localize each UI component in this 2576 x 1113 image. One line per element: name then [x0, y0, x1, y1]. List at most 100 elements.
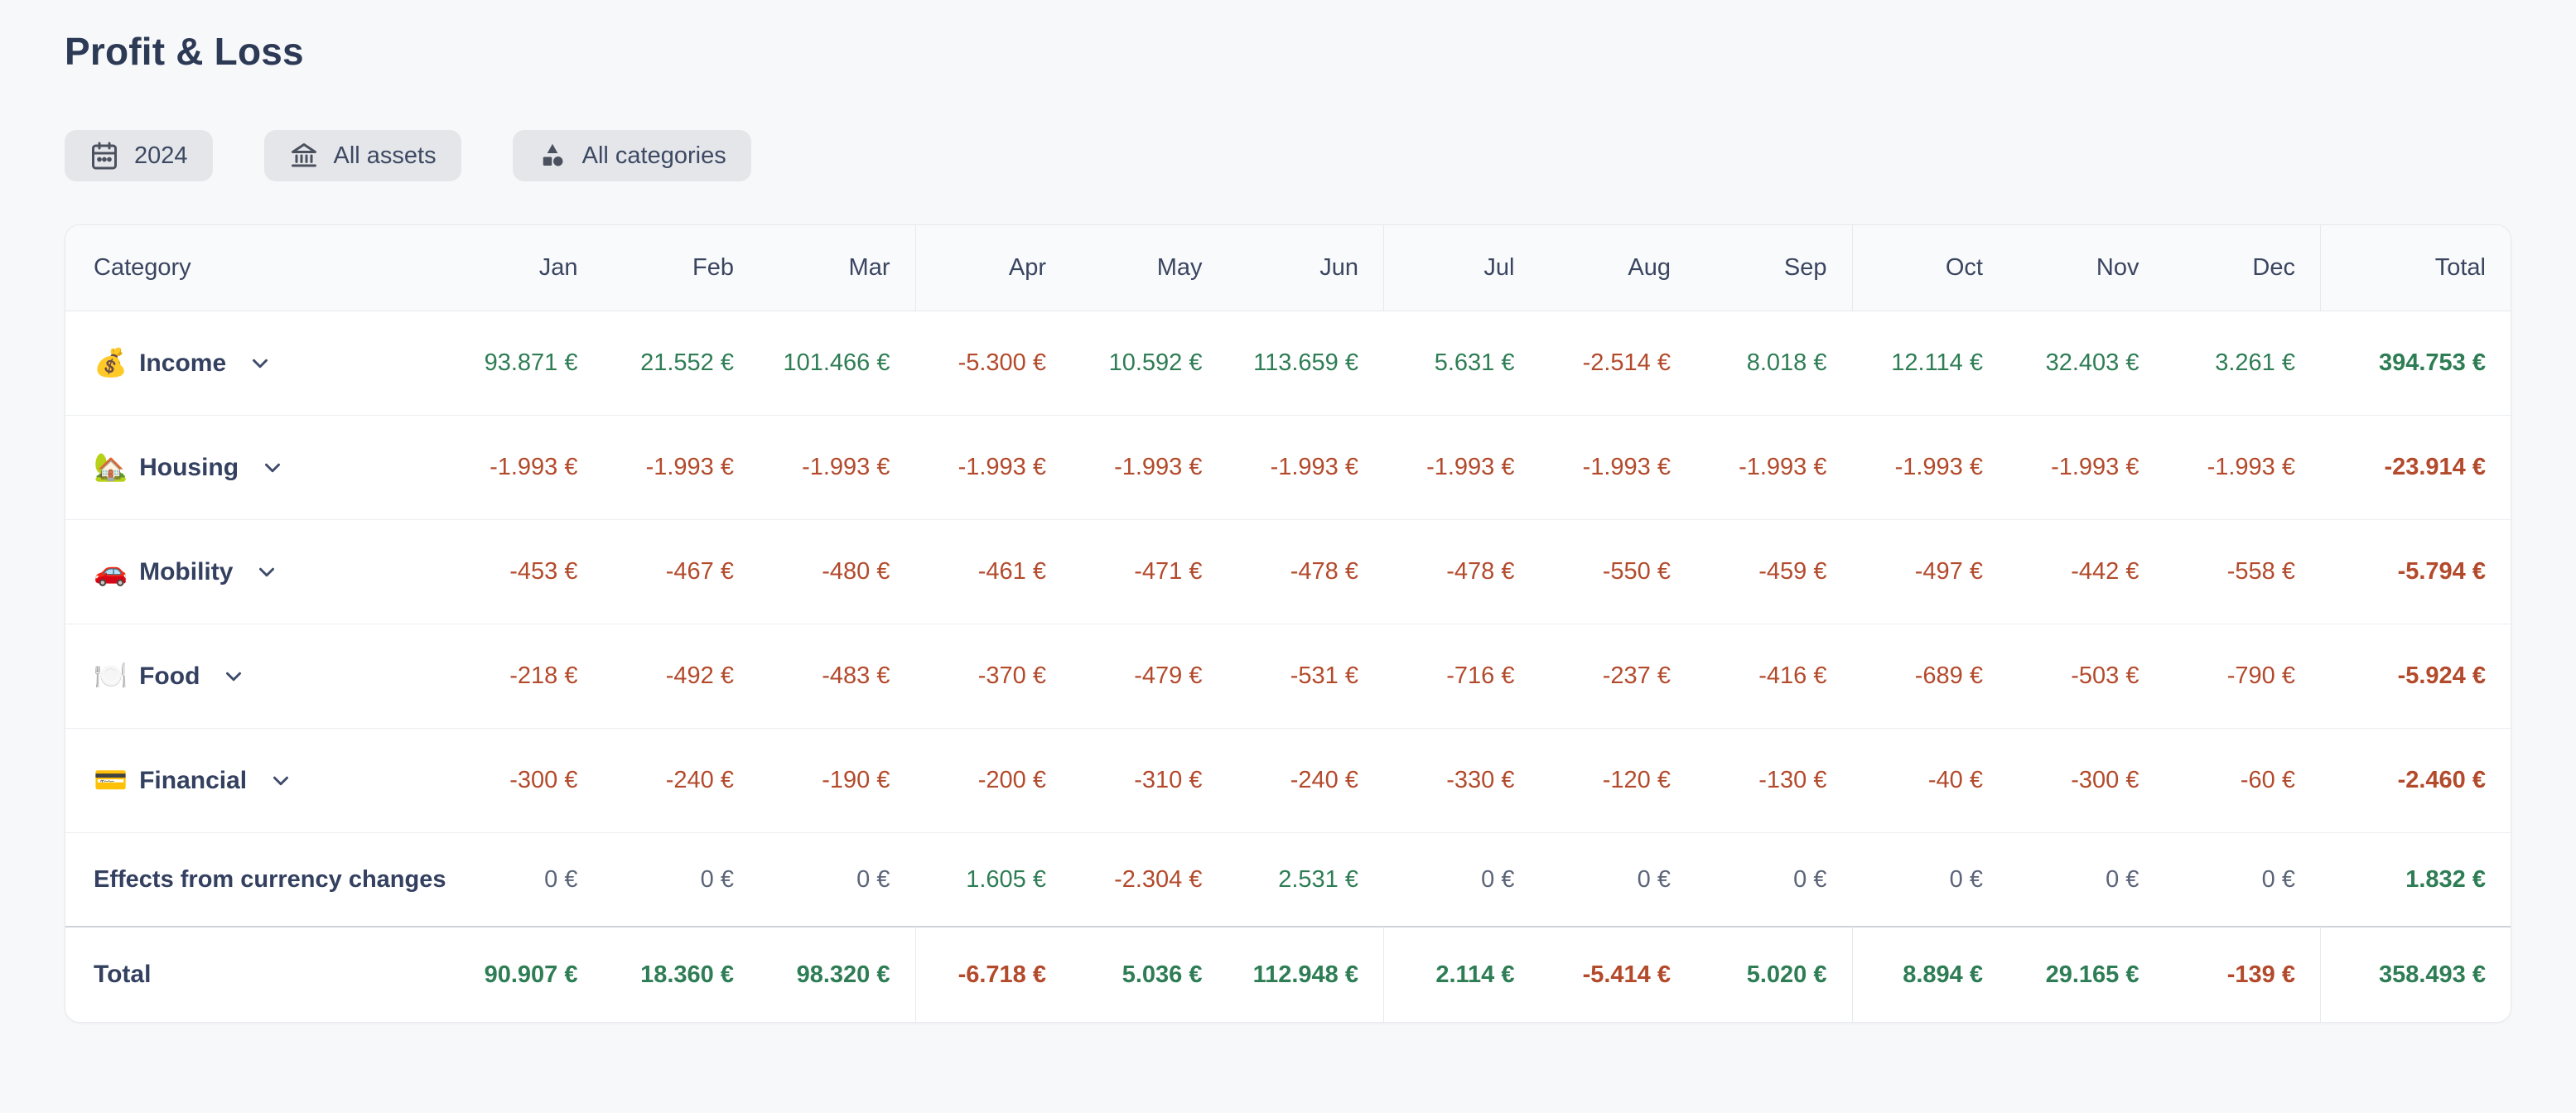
- amount-cell: -790 €: [2164, 624, 2320, 729]
- category-label: Food: [139, 662, 200, 690]
- footer-amount-cell: 98.320 €: [759, 926, 915, 1022]
- footer-total-label: Total: [65, 926, 446, 1022]
- year-filter-label: 2024: [134, 142, 188, 169]
- footer-grand-total-cell: 358.493 €: [2320, 926, 2511, 1022]
- column-header-may: May: [1071, 225, 1228, 311]
- amount-cell: 12.114 €: [1851, 311, 2008, 416]
- chevron-down-icon[interactable]: [254, 560, 279, 585]
- column-header-jan: Jan: [446, 225, 603, 311]
- amount-cell: 5.631 €: [1383, 311, 1540, 416]
- amount-cell: -483 €: [759, 624, 915, 729]
- amount-cell: -2.514 €: [1539, 311, 1696, 416]
- footer-amount-cell: 5.020 €: [1696, 926, 1852, 1022]
- amount-cell: -503 €: [2008, 624, 2164, 729]
- house-icon: 🏡: [94, 451, 128, 482]
- column-header-jul: Jul: [1383, 225, 1540, 311]
- amount-cell: -1.993 €: [2008, 416, 2164, 520]
- footer-amount-cell: 8.894 €: [1851, 926, 2008, 1022]
- amount-cell: -1.993 €: [1539, 416, 1696, 520]
- amount-cell: 0 €: [1539, 833, 1696, 926]
- amount-cell: -40 €: [1851, 729, 2008, 833]
- profit-loss-page: Profit & Loss 2024: [65, 30, 2511, 1023]
- amount-cell: -237 €: [1539, 624, 1696, 729]
- table-footer-row: Total 90.907 € 18.360 € 98.320 € -6.718 …: [65, 926, 2511, 1022]
- amount-cell: 0 €: [2164, 833, 2320, 926]
- column-header-sep: Sep: [1696, 225, 1852, 311]
- amount-cell: -370 €: [914, 624, 1071, 729]
- amount-cell: 93.871 €: [446, 311, 603, 416]
- amount-cell: -461 €: [914, 520, 1071, 624]
- amount-cell: -478 €: [1227, 520, 1383, 624]
- chevron-down-icon[interactable]: [260, 455, 285, 480]
- row-total-cell: -23.914 €: [2320, 416, 2511, 520]
- currency-effects-label: Effects from currency changes: [94, 866, 446, 893]
- bank-icon: [289, 141, 319, 171]
- money-bag-icon: 💰: [94, 347, 128, 378]
- amount-cell: -120 €: [1539, 729, 1696, 833]
- column-header-total: Total: [2320, 225, 2511, 311]
- row-total-cell: 394.753 €: [2320, 311, 2511, 416]
- amount-cell: -240 €: [602, 729, 759, 833]
- amount-cell: 32.403 €: [2008, 311, 2164, 416]
- table-row-food: 🍽️ Food -218 € -492 € -483 € -370 € -479…: [65, 624, 2511, 729]
- amount-cell: -492 €: [602, 624, 759, 729]
- assets-filter-label: All assets: [333, 142, 437, 169]
- categories-filter-label: All categories: [581, 142, 726, 169]
- column-header-nov: Nov: [2008, 225, 2164, 311]
- chevron-down-icon[interactable]: [268, 768, 293, 793]
- year-filter-button[interactable]: 2024: [65, 130, 213, 181]
- amount-cell: 1.605 €: [914, 833, 1071, 926]
- filter-bar: 2024 All assets: [65, 130, 2511, 181]
- amount-cell: -1.993 €: [2164, 416, 2320, 520]
- assets-filter-button[interactable]: All assets: [263, 130, 461, 181]
- table-row-currency-effects: Effects from currency changes 0 € 0 € 0 …: [65, 833, 2511, 926]
- table-row-housing: 🏡 Housing -1.993 € -1.993 € -1.993 € -1.…: [65, 416, 2511, 520]
- category-toggle-mobility[interactable]: 🚗 Mobility: [65, 520, 446, 624]
- amount-cell: -689 €: [1851, 624, 2008, 729]
- amount-cell: -480 €: [759, 520, 915, 624]
- footer-amount-cell: 18.360 €: [602, 926, 759, 1022]
- amount-cell: -1.993 €: [1383, 416, 1540, 520]
- footer-amount-cell: 90.907 €: [446, 926, 603, 1022]
- category-label: Housing: [139, 453, 239, 481]
- amount-cell: -453 €: [446, 520, 603, 624]
- footer-amount-cell: 29.165 €: [2008, 926, 2164, 1022]
- chevron-down-icon[interactable]: [221, 664, 246, 689]
- column-header-jun: Jun: [1227, 225, 1383, 311]
- amount-cell: -240 €: [1227, 729, 1383, 833]
- chevron-down-icon[interactable]: [248, 351, 273, 376]
- amount-cell: 0 €: [1851, 833, 2008, 926]
- footer-amount-cell: -6.718 €: [914, 926, 1071, 1022]
- category-toggle-financial[interactable]: 💳 Financial: [65, 729, 446, 833]
- amount-cell: -130 €: [1696, 729, 1852, 833]
- categories-filter-button[interactable]: All categories: [512, 130, 751, 181]
- amount-cell: -60 €: [2164, 729, 2320, 833]
- credit-card-icon: 💳: [94, 764, 128, 795]
- column-header-category: Category: [65, 225, 446, 311]
- column-header-mar: Mar: [759, 225, 915, 311]
- amount-cell: -330 €: [1383, 729, 1540, 833]
- category-toggle-food[interactable]: 🍽️ Food: [65, 624, 446, 729]
- amount-cell: -416 €: [1696, 624, 1852, 729]
- amount-cell: -310 €: [1071, 729, 1228, 833]
- row-total-cell: -2.460 €: [2320, 729, 2511, 833]
- amount-cell: 0 €: [446, 833, 603, 926]
- amount-cell: -478 €: [1383, 520, 1540, 624]
- amount-cell: -1.993 €: [602, 416, 759, 520]
- amount-cell: 3.261 €: [2164, 311, 2320, 416]
- table-row-income: 💰 Income 93.871 € 21.552 € 101.466 € -5.…: [65, 311, 2511, 416]
- table-header-row: Category Jan Feb Mar Apr May Jun Jul Aug…: [65, 225, 2511, 311]
- row-total-cell: -5.924 €: [2320, 624, 2511, 729]
- amount-cell: -1.993 €: [759, 416, 915, 520]
- footer-amount-cell: -139 €: [2164, 926, 2320, 1022]
- category-toggle-housing[interactable]: 🏡 Housing: [65, 416, 446, 520]
- amount-cell: -1.993 €: [914, 416, 1071, 520]
- amount-cell: -550 €: [1539, 520, 1696, 624]
- currency-effects-label-cell: Effects from currency changes: [65, 833, 446, 926]
- amount-cell: -5.300 €: [914, 311, 1071, 416]
- category-label: Financial: [139, 766, 248, 794]
- table-row-financial: 💳 Financial -300 € -240 € -190 € -200 € …: [65, 729, 2511, 833]
- column-header-apr: Apr: [914, 225, 1071, 311]
- amount-cell: -2.304 €: [1071, 833, 1228, 926]
- category-toggle-income[interactable]: 💰 Income: [65, 311, 446, 416]
